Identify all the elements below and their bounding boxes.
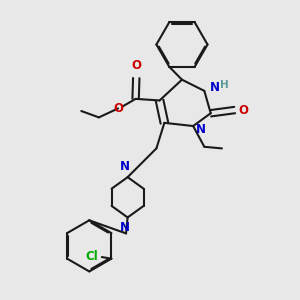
Text: N: N [120,221,130,234]
Text: O: O [113,102,123,115]
Text: N: N [210,80,220,94]
Text: O: O [131,59,141,72]
Text: O: O [238,103,248,117]
Text: H: H [220,80,228,90]
Text: Cl: Cl [85,250,98,263]
Text: N: N [120,160,130,173]
Text: N: N [196,123,206,136]
